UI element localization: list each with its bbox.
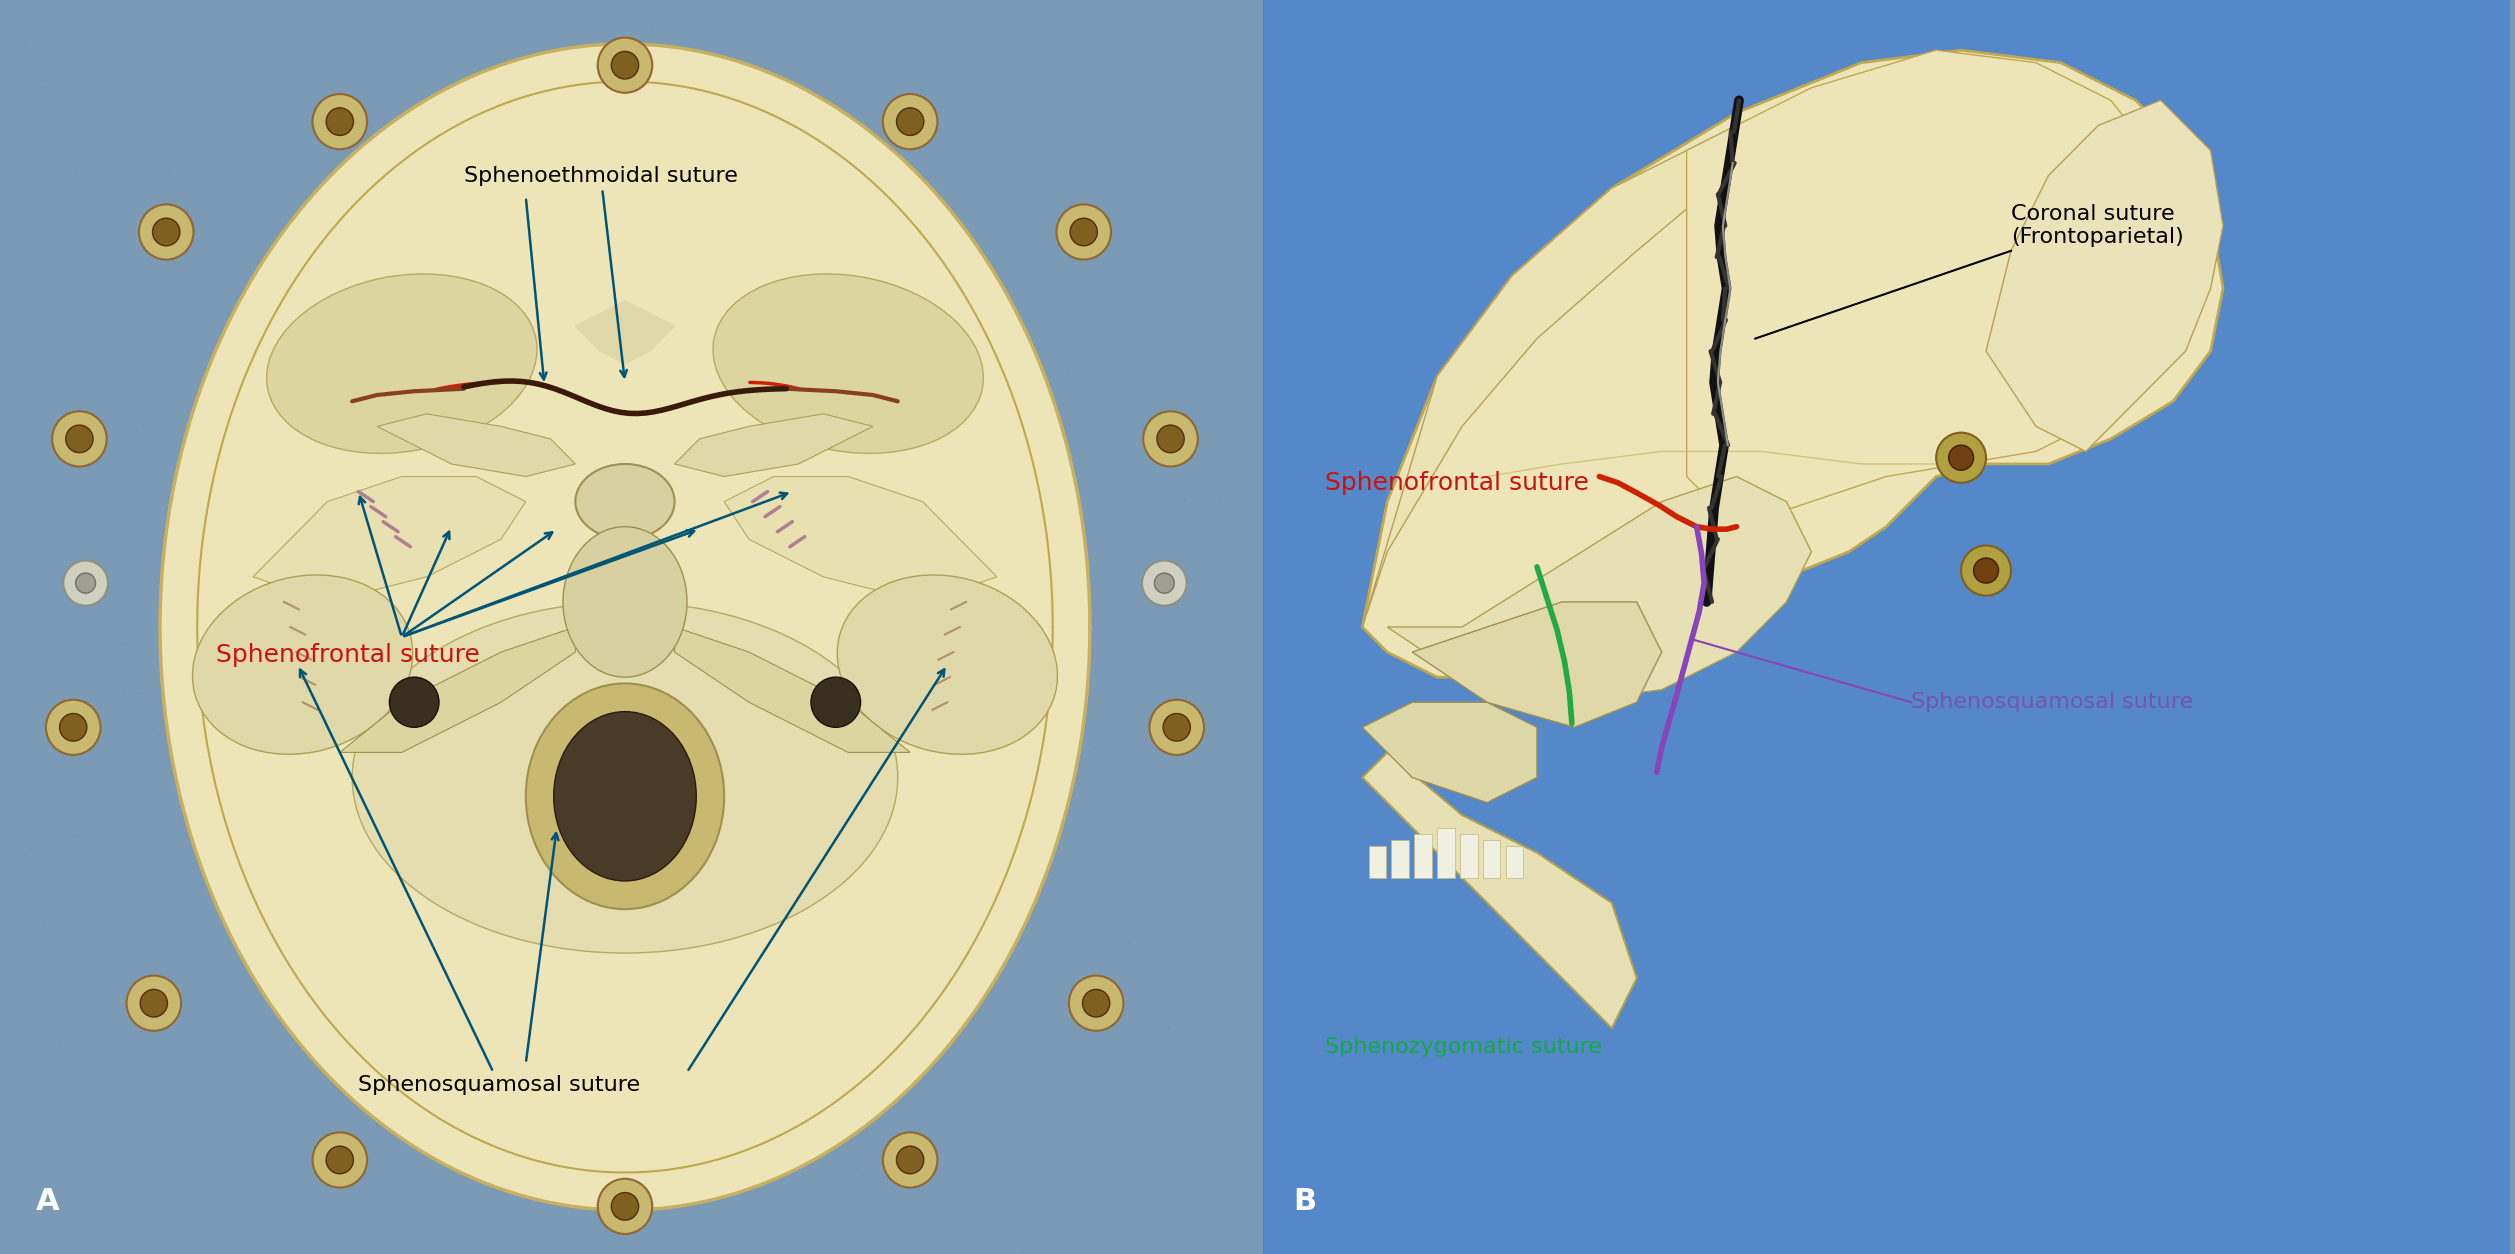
Text: Sphenozygomatic suture: Sphenozygomatic suture — [1325, 1037, 1602, 1057]
Polygon shape — [161, 44, 1089, 1210]
Text: A: A — [35, 1188, 60, 1216]
Circle shape — [327, 1146, 355, 1174]
Circle shape — [1069, 218, 1097, 246]
Polygon shape — [1461, 834, 1476, 878]
Circle shape — [611, 51, 639, 79]
Polygon shape — [1484, 840, 1501, 878]
Polygon shape — [1413, 602, 1662, 727]
Polygon shape — [1688, 50, 2186, 527]
Ellipse shape — [194, 574, 412, 755]
Circle shape — [60, 714, 88, 741]
Circle shape — [1149, 700, 1205, 755]
Circle shape — [153, 218, 181, 246]
Polygon shape — [1436, 828, 1454, 878]
Polygon shape — [377, 414, 576, 477]
Ellipse shape — [352, 602, 898, 953]
Polygon shape — [340, 627, 576, 752]
Circle shape — [390, 677, 440, 727]
Circle shape — [1154, 573, 1175, 593]
Circle shape — [75, 573, 96, 593]
Text: Sphenofrontal suture: Sphenofrontal suture — [216, 642, 480, 667]
Polygon shape — [674, 627, 910, 752]
Text: Sphenosquamosal suture: Sphenosquamosal suture — [299, 670, 641, 1095]
Circle shape — [611, 1193, 639, 1220]
Ellipse shape — [576, 464, 674, 539]
Circle shape — [883, 94, 938, 149]
Circle shape — [65, 425, 93, 453]
Polygon shape — [1363, 752, 1637, 1028]
Ellipse shape — [563, 527, 687, 677]
Circle shape — [63, 561, 108, 606]
Polygon shape — [1506, 846, 1524, 878]
Polygon shape — [1363, 702, 1537, 803]
Circle shape — [53, 411, 106, 466]
Circle shape — [895, 1146, 923, 1174]
Circle shape — [1056, 204, 1112, 260]
Polygon shape — [1391, 840, 1408, 878]
Ellipse shape — [712, 273, 983, 454]
Circle shape — [810, 677, 860, 727]
Text: Coronal suture
(Frontoparietal): Coronal suture (Frontoparietal) — [2012, 204, 2183, 247]
Circle shape — [1937, 433, 1987, 483]
Circle shape — [1069, 976, 1124, 1031]
Polygon shape — [1263, 0, 2510, 1254]
Circle shape — [1081, 989, 1109, 1017]
Circle shape — [895, 108, 923, 135]
Ellipse shape — [526, 683, 724, 909]
Circle shape — [1949, 445, 1974, 470]
Polygon shape — [576, 301, 674, 364]
Circle shape — [327, 108, 355, 135]
Circle shape — [1144, 411, 1197, 466]
Ellipse shape — [837, 574, 1056, 755]
Circle shape — [126, 976, 181, 1031]
Polygon shape — [1413, 834, 1431, 878]
Polygon shape — [724, 477, 996, 602]
Circle shape — [312, 94, 367, 149]
Text: Sphenoethmoidal suture: Sphenoethmoidal suture — [463, 166, 737, 377]
Ellipse shape — [267, 273, 538, 454]
Polygon shape — [254, 477, 526, 602]
Polygon shape — [1363, 125, 1735, 627]
Polygon shape — [1368, 846, 1386, 878]
Circle shape — [45, 700, 101, 755]
Ellipse shape — [553, 712, 697, 882]
Text: B: B — [1293, 1188, 1318, 1216]
Circle shape — [599, 1179, 651, 1234]
Circle shape — [141, 989, 169, 1017]
Circle shape — [1974, 558, 1999, 583]
Circle shape — [1962, 545, 2012, 596]
Polygon shape — [674, 414, 873, 477]
Circle shape — [1162, 714, 1190, 741]
Circle shape — [138, 204, 194, 260]
Polygon shape — [1363, 50, 2223, 677]
Text: Sphenofrontal suture: Sphenofrontal suture — [1325, 470, 1589, 495]
Circle shape — [599, 38, 651, 93]
Polygon shape — [1987, 100, 2223, 451]
Text: Sphenosquamosal suture: Sphenosquamosal suture — [1911, 692, 2193, 712]
Circle shape — [1142, 561, 1187, 606]
Circle shape — [1157, 425, 1185, 453]
Polygon shape — [1388, 477, 1811, 702]
Circle shape — [883, 1132, 938, 1188]
Circle shape — [312, 1132, 367, 1188]
